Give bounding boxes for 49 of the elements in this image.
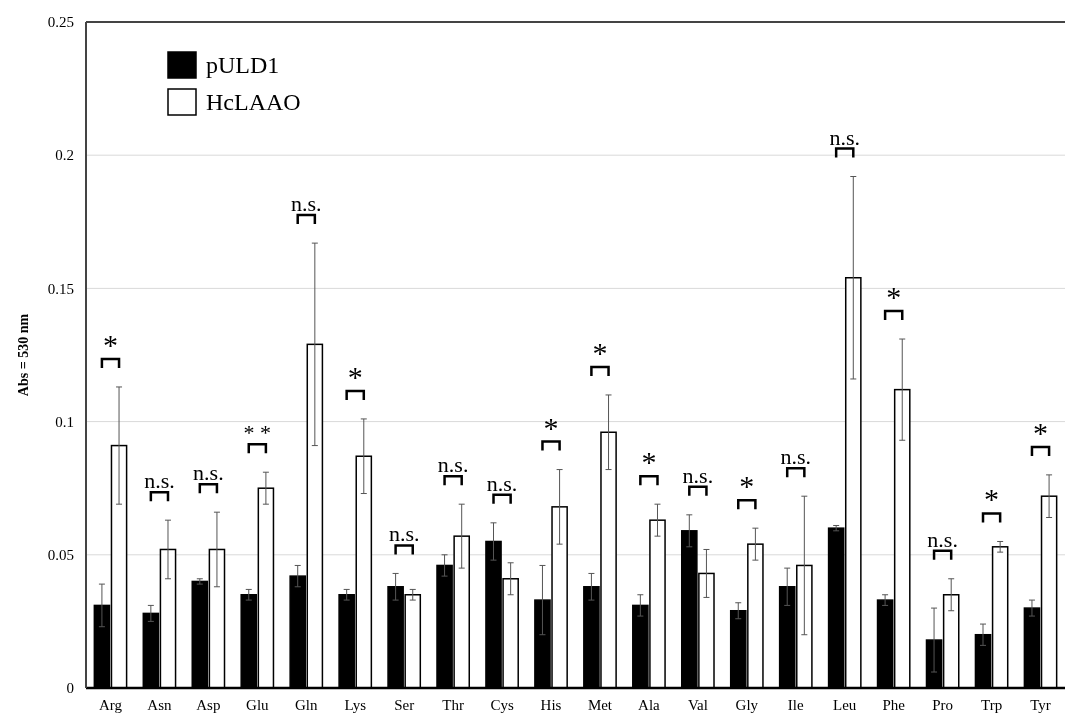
annotation: * * xyxy=(243,420,272,446)
annotation: n.s. xyxy=(486,470,518,496)
annotation: n.s. xyxy=(388,521,420,547)
y-tick-label: 0.05 xyxy=(47,547,74,564)
annotation: * xyxy=(592,335,608,369)
annotation: n.s. xyxy=(682,462,714,488)
annotation: n.s. xyxy=(780,444,812,470)
x-tick-label: Glu xyxy=(246,697,270,713)
x-tick-label: Phe xyxy=(882,697,906,713)
annotation: * xyxy=(886,280,902,314)
legend-label: HcLAAO xyxy=(206,89,301,116)
x-tick-label: Asn xyxy=(147,697,173,713)
x-tick-label: Arg xyxy=(98,697,123,713)
y-tick-label: 0.1 xyxy=(55,413,74,430)
annotation: n.s. xyxy=(829,124,861,150)
x-tick-label: Pro xyxy=(932,697,954,713)
x-tick-label: Ser xyxy=(394,697,415,713)
annotation: * xyxy=(739,469,755,503)
annotation: * xyxy=(347,359,363,393)
annotation: * xyxy=(1033,415,1049,449)
x-tick-label: Thr xyxy=(442,697,464,713)
x-tick-label: His xyxy=(540,697,562,713)
y-axis-title: Abs = 530 nm xyxy=(16,313,31,397)
x-tick-label: Lys xyxy=(344,697,367,713)
x-tick-label: Val xyxy=(687,697,708,713)
annotation: n.s. xyxy=(927,526,958,552)
x-tick-label: Tyr xyxy=(1030,697,1051,713)
x-tick-label: Leu xyxy=(833,697,857,713)
y-tick-label: 0.2 xyxy=(55,147,74,164)
annotation: n.s. xyxy=(193,460,224,486)
x-tick-label: Gly xyxy=(735,697,759,713)
x-tick-label: Ala xyxy=(638,697,661,713)
annotation: n.s. xyxy=(144,468,175,494)
annotation: n.s. xyxy=(290,191,322,217)
annotation: * xyxy=(543,410,559,444)
x-tick-label: Ile xyxy=(787,697,805,713)
y-tick-label: 0 xyxy=(66,680,74,697)
annotation: * xyxy=(102,327,118,361)
x-tick-label: Gln xyxy=(295,697,319,713)
annotation: * xyxy=(984,482,1000,516)
x-tick-label: Asp xyxy=(196,697,221,713)
legend-label: pULD1 xyxy=(206,52,280,79)
x-tick-label: Trp xyxy=(981,697,1003,713)
y-tick-label: 0.25 xyxy=(47,14,74,31)
x-tick-label: Cys xyxy=(490,697,514,713)
annotation: n.s. xyxy=(437,452,469,478)
x-tick-label: Met xyxy=(587,697,613,713)
annotation: * xyxy=(641,445,657,479)
y-tick-label: 0.15 xyxy=(47,280,74,297)
